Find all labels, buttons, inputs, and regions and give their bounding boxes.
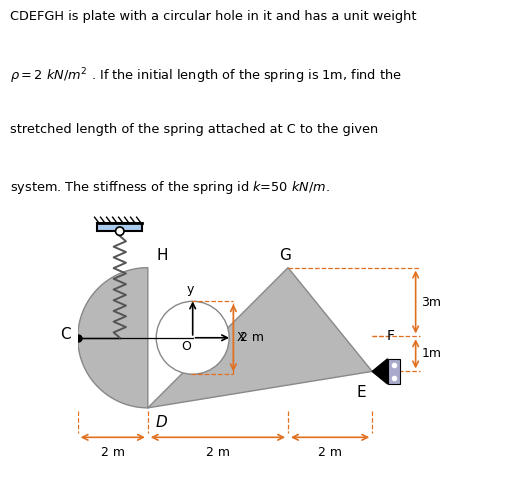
Polygon shape <box>77 268 372 408</box>
Text: 2 m: 2 m <box>101 446 125 459</box>
Bar <box>387 359 400 384</box>
Text: E: E <box>356 385 366 400</box>
Text: stretched length of the spring attached at C to the given: stretched length of the spring attached … <box>10 123 379 136</box>
Circle shape <box>115 227 124 235</box>
Text: H: H <box>156 248 167 263</box>
Circle shape <box>156 301 229 374</box>
Text: D: D <box>156 415 168 430</box>
Text: system. The stiffness of the spring id $k$=50 $kN/m$.: system. The stiffness of the spring id $… <box>10 179 330 196</box>
Text: C: C <box>60 328 71 342</box>
Text: 2 m: 2 m <box>206 446 230 459</box>
Text: CDEFGH is plate with a circular hole in it and has a unit weight: CDEFGH is plate with a circular hole in … <box>10 10 417 23</box>
Text: X: X <box>236 331 245 344</box>
Polygon shape <box>372 359 387 384</box>
Text: 2 m: 2 m <box>318 446 342 459</box>
Text: 2 m: 2 m <box>240 331 264 344</box>
Text: G: G <box>279 248 291 263</box>
Text: 3m: 3m <box>421 296 441 308</box>
Bar <box>97 223 142 231</box>
Text: O: O <box>181 339 191 353</box>
Text: F: F <box>386 329 394 343</box>
Text: $\rho = 2\ kN/m^2$ . If the initial length of the spring is 1m, find the: $\rho = 2\ kN/m^2$ . If the initial leng… <box>10 66 402 86</box>
Text: y: y <box>186 283 193 296</box>
Text: 1m: 1m <box>421 347 441 360</box>
